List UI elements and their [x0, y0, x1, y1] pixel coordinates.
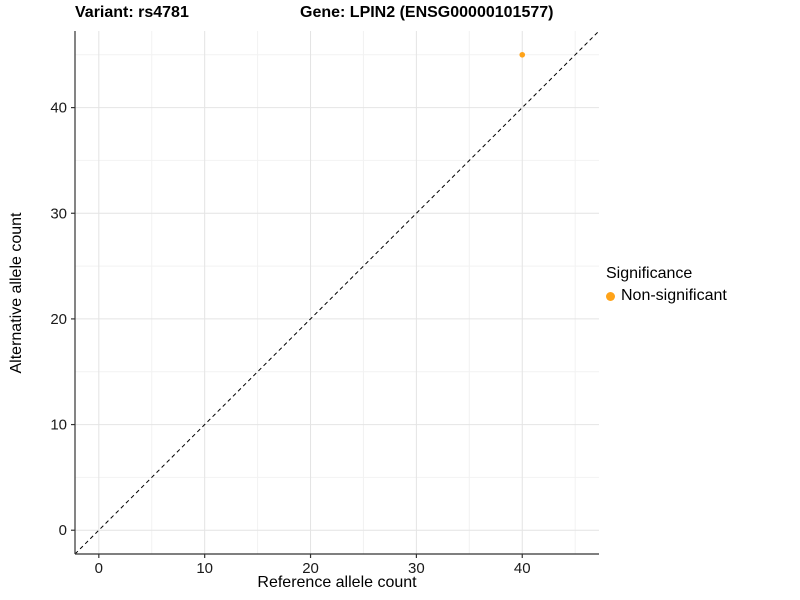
y-tick-label: 30: [50, 205, 67, 222]
legend-item-label: Non-significant: [621, 287, 727, 304]
x-tick-label: 30: [408, 560, 425, 577]
x-tick-label: 40: [514, 560, 531, 577]
legend-title: Significance: [606, 265, 693, 282]
y-axis-title: Alternative allele count: [8, 212, 25, 374]
data-point: [519, 51, 526, 58]
x-tick-label: 10: [196, 560, 213, 577]
plot-title-variant: Variant: rs4781: [75, 4, 189, 21]
y-tick-label: 0: [59, 522, 67, 539]
legend-point-icon: [606, 291, 615, 301]
y-tick-label: 20: [50, 311, 67, 328]
legend: Significance Non-significant: [606, 265, 727, 305]
x-axis-title: Reference allele count: [257, 574, 417, 591]
identity-line: [74, 30, 600, 555]
x-tick-label: 20: [302, 560, 319, 577]
y-tick-label: 40: [50, 100, 67, 117]
x-tick-label: 0: [95, 560, 103, 577]
plot-title-gene: Gene: LPIN2 (ENSG00000101577): [300, 4, 554, 21]
legend-item-non-significant: Non-significant: [606, 287, 727, 305]
y-tick-label: 10: [50, 417, 67, 434]
